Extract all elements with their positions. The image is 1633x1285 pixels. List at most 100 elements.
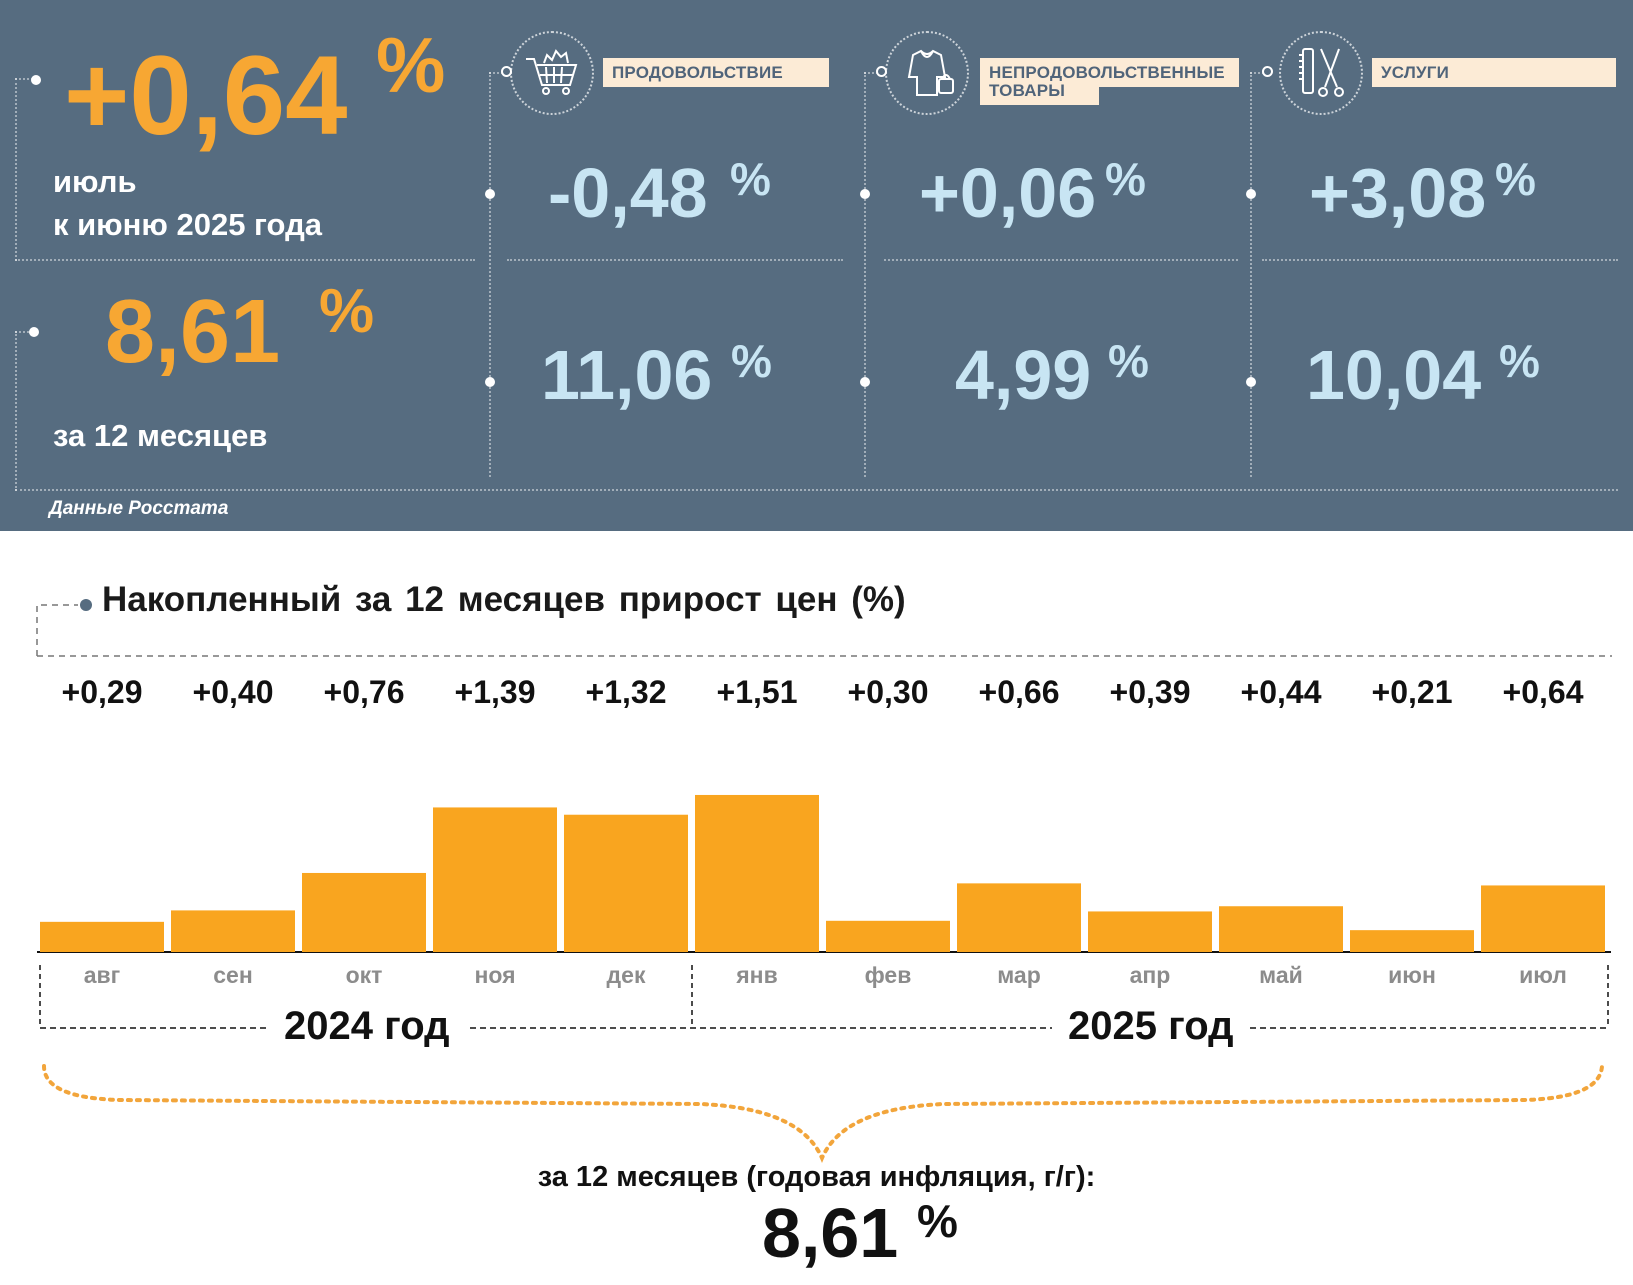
divider [864, 72, 866, 477]
value-label-авг: +0,29 [61, 674, 143, 710]
source-note: Данные Росстата [49, 498, 229, 519]
comb-scissors-icon [1279, 31, 1363, 115]
month-label-май: май [1259, 962, 1303, 988]
annual-label: за 12 месяцев [53, 418, 268, 453]
annual-inflation-value: 8,61 % [105, 277, 375, 382]
value-label-фев: +0,30 [847, 674, 929, 710]
nonfood-annual-value: 4,99 % [955, 335, 1149, 414]
percent-sign: % [731, 335, 772, 387]
food-monthly-value: -0,48 % [548, 153, 771, 232]
divider [864, 72, 878, 74]
month-label-янв: янв [736, 962, 778, 988]
divider [1250, 72, 1264, 74]
divider [15, 78, 33, 80]
orange-brace [42, 1064, 1604, 1163]
bar-июн [1350, 930, 1474, 952]
summary-panel: +0,64 % июль к июню 2025 года 8,61 % за … [0, 0, 1633, 531]
value-label-окт: +0,76 [323, 674, 405, 710]
bar-янв [695, 794, 819, 952]
bar-июл [1481, 885, 1605, 952]
bar-авг [40, 921, 164, 952]
annual-inflation-total: 8,61 % [762, 1194, 958, 1272]
monthly-label: июль к июню 2025 года [53, 160, 322, 246]
title-dot [80, 599, 92, 611]
title-bracket [36, 604, 78, 656]
month-label-сен: сен [213, 962, 253, 988]
value-label-июн: +0,21 [1371, 674, 1453, 710]
bar-фев [826, 920, 950, 952]
divider [15, 331, 17, 491]
divider [489, 72, 491, 477]
value-label-дек: +1,32 [585, 674, 667, 710]
percent-sign: % [319, 277, 375, 346]
bar-сен [171, 910, 295, 952]
category-label-services: УСЛУГИ [1372, 58, 1616, 87]
month-label-окт: окт [345, 962, 383, 988]
month-label-июл: июл [1519, 962, 1567, 988]
food-annual-value: 11,06 % [541, 335, 772, 414]
month-label-фев: фев [864, 962, 912, 988]
value-label-июл: +0,64 [1502, 674, 1584, 710]
annual-inflation-caption: за 12 месяцев (годовая инфляция, г/г): [537, 1161, 1096, 1193]
bar-group [40, 794, 1605, 952]
chart-title: Накопленный за 12 месяцев прирост цен (%… [102, 580, 906, 619]
bullet-dot [485, 377, 495, 387]
divider [1250, 72, 1252, 477]
percent-sign: % [730, 153, 771, 205]
value-label-сен: +0,40 [192, 674, 274, 710]
monthly-label-line1: июль [53, 164, 137, 199]
bullet-dot [485, 189, 495, 199]
value-label-янв: +1,51 [716, 674, 798, 710]
percent-sign: % [1105, 153, 1146, 205]
bar-окт [302, 872, 426, 952]
shopping-cart-icon [510, 31, 594, 115]
year-label-2024: 2024 год [268, 1004, 466, 1049]
services-monthly-value: +3,08 % [1309, 153, 1536, 232]
divider [489, 72, 503, 74]
bullet-dot [860, 377, 870, 387]
percent-sign: % [1499, 335, 1540, 387]
divider [15, 331, 33, 333]
bullet-dot [1262, 66, 1273, 77]
category-label-line1: НЕПРОДОВОЛЬСТВЕННЫЕ [989, 63, 1225, 82]
divider [15, 259, 475, 261]
month-label-авг: авг [83, 962, 121, 988]
bar-ноя [433, 807, 557, 952]
percent-sign: % [1495, 153, 1536, 205]
bar-дек [564, 814, 688, 952]
monthly-label-line2: к июню 2025 года [53, 207, 322, 242]
percent-sign: % [1108, 335, 1149, 387]
divider [1262, 259, 1618, 261]
value-label-ноя: +1,39 [454, 674, 536, 710]
clothing-bag-icon [885, 31, 969, 115]
bar-май [1219, 906, 1343, 952]
percent-sign: % [376, 21, 446, 109]
bar-апр [1088, 911, 1212, 952]
divider [884, 259, 1238, 261]
category-label-nonfood-line2: ТОВАРЫ [980, 81, 1099, 105]
services-annual-value: 10,04 % [1306, 335, 1540, 414]
percent-sign: % [917, 1195, 958, 1247]
category-label-food: ПРОДОВОЛЬСТВИЕ [603, 58, 829, 87]
divider [507, 259, 843, 261]
month-label-дек: дек [606, 962, 646, 988]
year-label-2025: 2025 год [1052, 1004, 1250, 1049]
bar-мар [957, 883, 1081, 952]
value-label-мар: +0,66 [978, 674, 1060, 710]
bullet-dot [31, 75, 41, 85]
bullet-dot [860, 189, 870, 199]
month-label-июн: июн [1388, 962, 1436, 988]
month-label-ноя: ноя [474, 962, 516, 988]
monthly-inflation-value: +0,64 % [64, 21, 446, 158]
divider [15, 489, 1618, 491]
divider [15, 78, 17, 261]
bullet-dot [1246, 189, 1256, 199]
bullet-dot [1246, 377, 1256, 387]
month-label-мар: мар [997, 962, 1041, 988]
nonfood-monthly-value: +0,06 % [919, 153, 1146, 232]
value-label-май: +0,44 [1240, 674, 1322, 710]
value-label-апр: +0,39 [1109, 674, 1191, 710]
month-label-апр: апр [1129, 962, 1171, 988]
bullet-dot [29, 327, 39, 337]
